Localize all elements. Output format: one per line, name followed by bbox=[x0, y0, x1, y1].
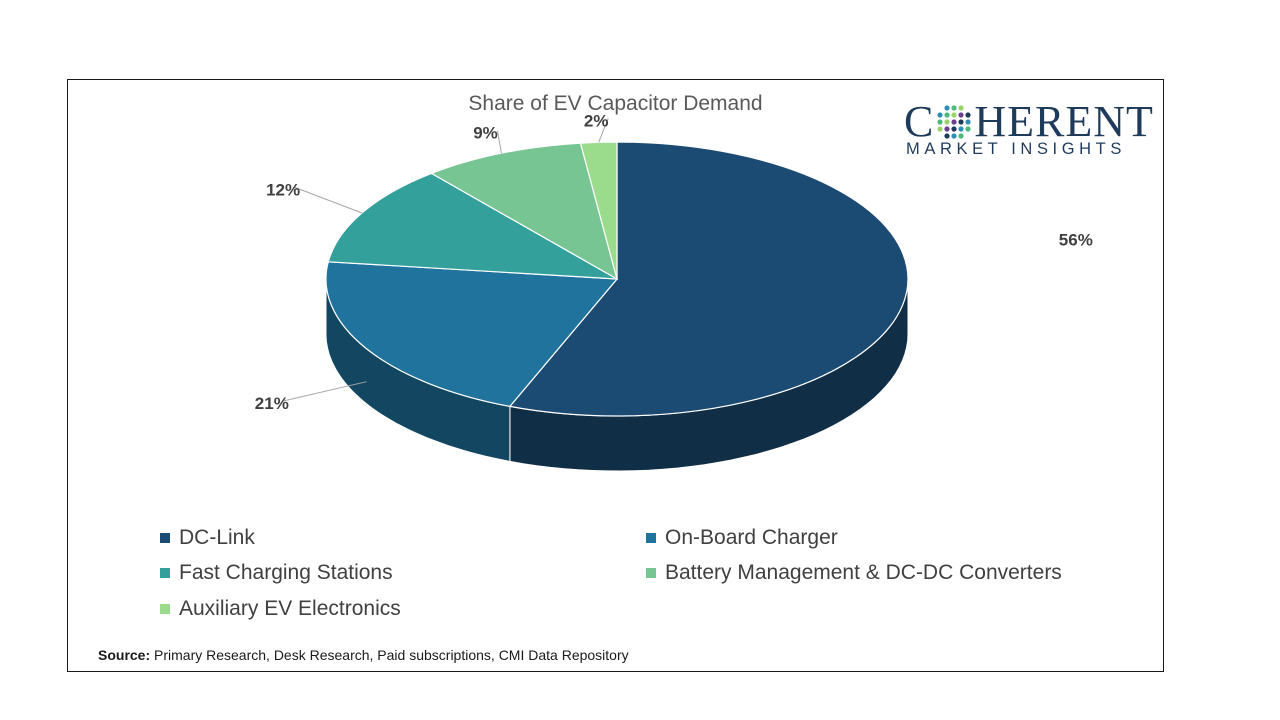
legend-label: Auxiliary EV Electronics bbox=[179, 597, 401, 620]
data-label: 56% bbox=[1059, 231, 1093, 250]
data-label: 12% bbox=[266, 181, 300, 200]
source-note: Source: Primary Research, Desk Research,… bbox=[98, 647, 629, 663]
logo-dot bbox=[958, 126, 964, 132]
logo-dot bbox=[944, 119, 950, 125]
logo-dot bbox=[951, 112, 957, 118]
logo-dot bbox=[958, 119, 964, 125]
legend-item: On-Board Charger bbox=[646, 526, 838, 550]
logo-dot bbox=[958, 112, 964, 118]
leader-line bbox=[598, 118, 609, 143]
logo-dot bbox=[965, 119, 971, 125]
logo-dot bbox=[937, 119, 943, 125]
data-label: 2% bbox=[584, 111, 609, 130]
logo-dot bbox=[951, 105, 957, 111]
logo-dot bbox=[958, 133, 964, 139]
legend-swatch bbox=[160, 604, 170, 614]
logo-dot bbox=[944, 133, 950, 139]
logo-dot bbox=[951, 133, 957, 139]
source-text: Primary Research, Desk Research, Paid su… bbox=[154, 647, 629, 663]
logo-dot bbox=[958, 105, 964, 111]
leader-line bbox=[283, 381, 367, 402]
chart-title: Share of EV Capacitor Demand bbox=[468, 92, 763, 115]
legend-label: DC-Link bbox=[179, 526, 255, 549]
pie-slice bbox=[508, 141, 909, 417]
logo-subtitle: MARKET INSIGHTS bbox=[906, 140, 1126, 158]
pie-chart: 56% 21% 12% 9% 2% bbox=[255, 111, 1093, 472]
logo-dot-grid-icon bbox=[937, 105, 971, 139]
legend: DC-Link On-Board Charger Fast Charging Sta… bbox=[160, 526, 1160, 636]
logo-dot bbox=[965, 112, 971, 118]
data-label: 9% bbox=[473, 124, 498, 143]
legend-item: Auxiliary EV Electronics bbox=[160, 597, 401, 621]
source-label: Source: bbox=[98, 647, 151, 663]
logo-wordmark: C HERENT bbox=[904, 97, 1154, 146]
legend-swatch bbox=[160, 568, 170, 578]
legend-label: Fast Charging Stations bbox=[179, 561, 393, 584]
legend-label: Battery Management & DC-DC Converters bbox=[665, 561, 1062, 584]
legend-item: Fast Charging Stations bbox=[160, 561, 393, 585]
leader-line bbox=[294, 187, 363, 214]
legend-swatch bbox=[160, 533, 170, 543]
logo-dot bbox=[944, 105, 950, 111]
logo-dot bbox=[965, 126, 971, 132]
legend-swatch bbox=[646, 568, 656, 578]
logo-dot bbox=[951, 119, 957, 125]
company-logo: C HERENT MARKET INSIGHTS bbox=[904, 96, 1160, 162]
logo-dot bbox=[944, 112, 950, 118]
logo-dot bbox=[951, 126, 957, 132]
logo-dot bbox=[937, 126, 943, 132]
leader-line bbox=[497, 130, 502, 154]
legend-item: DC-Link bbox=[160, 526, 255, 550]
logo-dot bbox=[944, 126, 950, 132]
chart-frame: Share of EV Capacitor Demand 56% 21% 12% 9%… bbox=[67, 79, 1164, 672]
data-label: 21% bbox=[255, 394, 289, 413]
legend-label: On-Board Charger bbox=[665, 526, 838, 549]
logo-dot bbox=[937, 112, 943, 118]
legend-item: Battery Management & DC-DC Converters bbox=[646, 561, 1062, 585]
pie-slice bbox=[325, 261, 619, 408]
legend-swatch bbox=[646, 533, 656, 543]
